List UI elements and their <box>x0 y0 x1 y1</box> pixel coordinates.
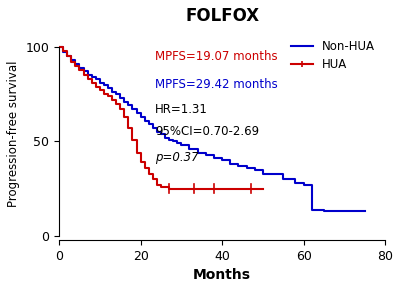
Title: FOLFOX: FOLFOX <box>185 7 259 25</box>
Y-axis label: Progression-free survival: Progression-free survival <box>7 61 20 207</box>
Text: MPFS=19.07 months: MPFS=19.07 months <box>155 50 278 63</box>
Text: MPFS=29.42 months: MPFS=29.42 months <box>155 77 278 90</box>
Text: HR=1.31: HR=1.31 <box>155 103 208 116</box>
Legend: Non-HUA, HUA: Non-HUA, HUA <box>289 38 378 73</box>
Text: 95%CI=0.70-2.69: 95%CI=0.70-2.69 <box>155 125 259 138</box>
X-axis label: Months: Months <box>193 268 251 282</box>
Text: p=0.37: p=0.37 <box>155 151 199 164</box>
